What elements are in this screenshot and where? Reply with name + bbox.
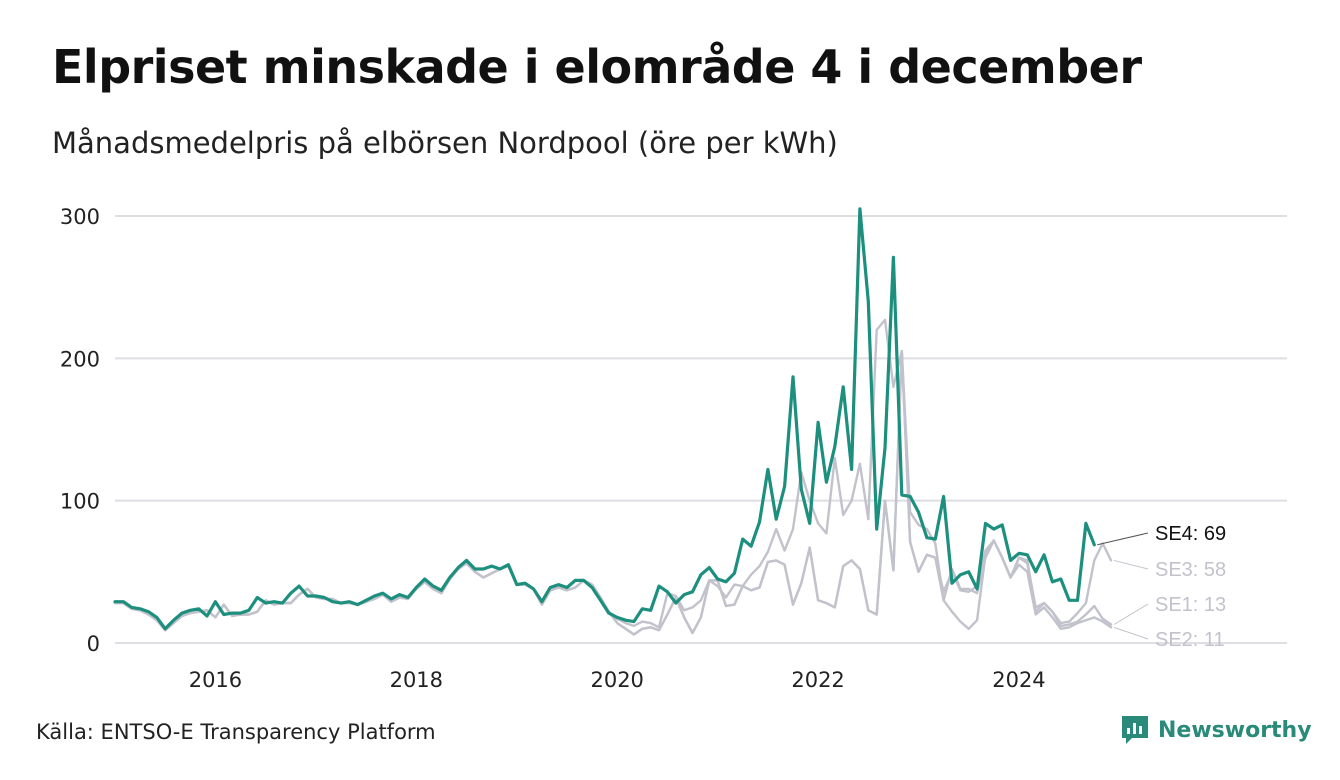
series-line-se3 [113, 318, 1113, 632]
x-tick-label: 2016 [189, 668, 242, 692]
page-subtitle: Månadsmedelpris på elbörsen Nordpool (ör… [52, 126, 838, 160]
y-tick-label: 300 [60, 205, 100, 229]
series-line-se1 [113, 350, 1113, 636]
brand-logo: Newsworthy [1120, 714, 1312, 746]
y-tick-label: 100 [60, 490, 100, 514]
x-tick-label: 2024 [992, 668, 1045, 692]
series-end-label: SE3: 58 [1155, 559, 1226, 581]
newsworthy-logo-icon [1122, 716, 1148, 744]
page-title: Elpriset minskade i elområde 4 i decembe… [52, 40, 1142, 94]
x-tick-label: 2018 [390, 668, 443, 692]
series-line-se4 [113, 207, 1096, 631]
y-tick-label: 200 [60, 347, 100, 371]
series-line-se2 [113, 350, 1113, 636]
end-label-leader [1113, 603, 1149, 625]
x-tick-label: 2022 [791, 668, 844, 692]
source-note: Källa: ENTSO-E Transparency Platform [36, 720, 436, 744]
end-label-leader [1113, 626, 1149, 640]
end-label-leader [1097, 532, 1149, 546]
end-label-leader [1113, 559, 1149, 570]
series-end-label: SE2: 11 [1155, 629, 1225, 651]
series-end-label: SE4: 69 [1155, 523, 1226, 545]
series-end-label: SE1: 13 [1155, 594, 1226, 616]
brand-name: Newsworthy [1158, 717, 1312, 743]
y-tick-label: 0 [87, 632, 100, 656]
x-tick-label: 2020 [590, 668, 643, 692]
